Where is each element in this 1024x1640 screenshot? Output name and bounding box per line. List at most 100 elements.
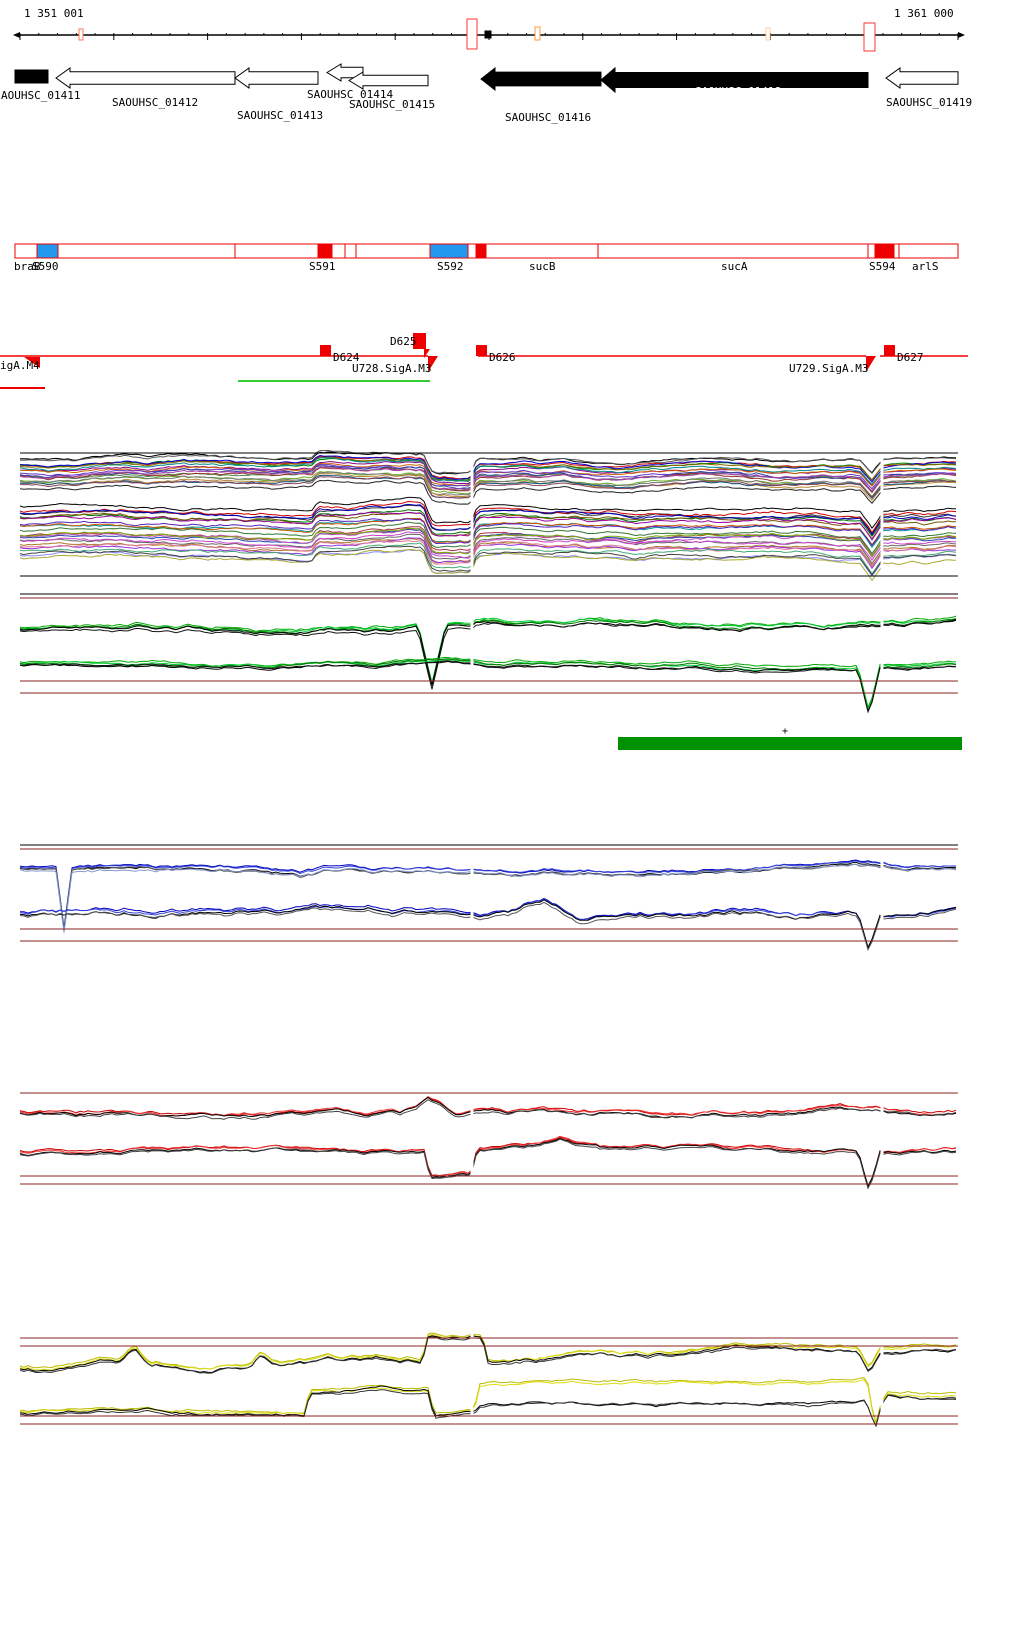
sigma-marker-box[interactable] (476, 345, 487, 356)
trace-path (19, 454, 957, 483)
annotation-box[interactable] (485, 243, 599, 259)
trace-path (19, 1135, 957, 1188)
annotation-box[interactable] (317, 243, 333, 259)
annotation-box[interactable] (874, 243, 895, 259)
annotation-box[interactable] (429, 243, 469, 259)
sigma-flag-icon (428, 356, 438, 372)
trace-path (19, 1389, 957, 1428)
panel-gap-mask (470, 1315, 474, 1448)
panel-gap-mask (470, 592, 474, 714)
trace-path (19, 1096, 957, 1119)
annotation-box[interactable] (36, 243, 59, 259)
annotation-box[interactable] (344, 243, 357, 259)
trace-path (19, 545, 957, 576)
trace-path (19, 479, 957, 505)
annotation-box[interactable] (893, 243, 900, 259)
annotation-box[interactable] (355, 243, 431, 259)
annotation-box[interactable] (14, 243, 38, 259)
trace-path (19, 531, 957, 562)
trace-path (19, 863, 957, 933)
ruler-feature-mark[interactable] (765, 27, 771, 41)
annotation-box[interactable] (898, 243, 959, 259)
panel-gap-mask (880, 1088, 884, 1193)
trace-path (19, 860, 957, 930)
panel-gap-mask (470, 843, 474, 947)
annotation-box[interactable] (331, 243, 346, 259)
trace-path (19, 467, 957, 494)
annotation-box[interactable] (467, 243, 477, 259)
panel-gap-mask (470, 450, 474, 578)
trace-path (19, 656, 957, 709)
trace-path (19, 548, 957, 582)
trace-path (19, 863, 957, 930)
trace-path (19, 897, 957, 949)
trace-path (19, 496, 956, 529)
ruler-start-coordinate: 1 351 001 (24, 7, 84, 20)
trace-path (19, 542, 957, 575)
ruler-feature-mark[interactable] (78, 28, 84, 41)
trace-path (19, 1333, 957, 1371)
trace-path (19, 615, 957, 684)
sigma-flag-icon (24, 357, 40, 368)
trace-path (19, 618, 957, 686)
trace-path (19, 1137, 957, 1188)
red-underline (0, 387, 45, 389)
panel-gap-mask (470, 1088, 474, 1193)
trace-path (19, 898, 957, 950)
ruler-left-arrow-icon (13, 32, 20, 38)
trace-path (19, 533, 957, 565)
annotation-box[interactable] (234, 243, 319, 259)
gene-arrow[interactable] (348, 71, 429, 90)
sigma-marker-box[interactable] (320, 345, 331, 356)
ruler-end-coordinate: 1 361 000 (894, 7, 954, 20)
gene-arrow[interactable] (55, 67, 236, 89)
trace-path (19, 658, 957, 713)
annotation-box[interactable] (597, 243, 869, 259)
trace-path (19, 861, 957, 931)
gene-box[interactable] (14, 69, 49, 84)
trace-path (19, 899, 957, 949)
trace-path (19, 503, 957, 536)
trace-path (19, 619, 957, 690)
trace-path (19, 1379, 957, 1427)
feature-bar-green[interactable] (618, 737, 962, 750)
gene-arrow[interactable] (600, 66, 869, 94)
trace-path (19, 540, 957, 568)
ruler-feature-mark[interactable] (863, 22, 876, 52)
annotation-box[interactable] (867, 243, 876, 259)
trace-path (19, 660, 956, 714)
trace-path (19, 901, 957, 952)
trace-path (19, 1377, 957, 1425)
trace-path (19, 466, 957, 492)
trace-path (19, 1136, 957, 1188)
trace-path (19, 471, 957, 498)
trace-path (19, 1336, 957, 1374)
panel-gap-mask (880, 1315, 884, 1448)
annotation-box[interactable] (475, 243, 487, 259)
ruler-feature-mark[interactable] (534, 26, 541, 41)
trace-path (19, 527, 957, 558)
gene-arrow[interactable] (234, 67, 319, 89)
gene-arrow[interactable] (480, 66, 602, 92)
trace-path (19, 449, 957, 475)
trace-path (19, 660, 957, 713)
trace-path (19, 518, 957, 547)
trace-path (19, 476, 957, 499)
panel-gap-mask (880, 843, 884, 947)
ruler-right-arrow-icon (958, 32, 965, 38)
ruler-feature-mark[interactable] (466, 18, 478, 50)
sigma-marker-box[interactable] (413, 333, 426, 349)
sigma-marker-box[interactable] (884, 345, 895, 356)
ruler-feature-mark[interactable] (484, 30, 492, 39)
trace-path (19, 517, 956, 546)
trace-path (19, 1335, 957, 1374)
trace-path (19, 1138, 957, 1190)
panel-gap-mask (880, 450, 884, 578)
trace-path (19, 1385, 957, 1428)
gene-arrow[interactable] (885, 67, 959, 89)
panel-gap-mask (880, 592, 884, 714)
trace-path (19, 521, 957, 555)
annotation-box[interactable] (57, 243, 236, 259)
